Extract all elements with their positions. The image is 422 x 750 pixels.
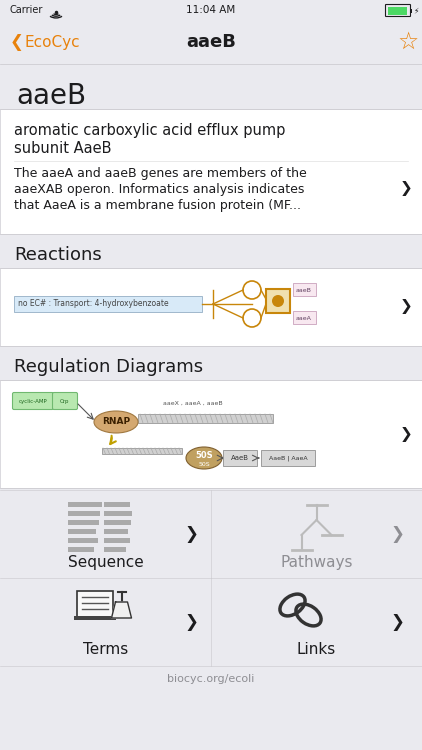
Text: aaeB: aaeB (186, 33, 236, 51)
FancyBboxPatch shape (68, 511, 100, 516)
Text: Sequence: Sequence (68, 554, 143, 569)
Text: ❯: ❯ (184, 613, 198, 631)
Text: ❯: ❯ (390, 613, 404, 631)
Text: Links: Links (297, 643, 336, 658)
FancyBboxPatch shape (103, 520, 130, 525)
FancyBboxPatch shape (138, 414, 273, 423)
FancyBboxPatch shape (292, 283, 316, 296)
Text: ❯: ❯ (399, 181, 412, 196)
Text: 50S: 50S (198, 461, 210, 466)
FancyBboxPatch shape (52, 392, 78, 410)
Circle shape (243, 281, 261, 299)
Text: aaeB: aaeB (16, 82, 86, 110)
Text: Reactions: Reactions (14, 246, 102, 264)
Text: aaeX , aaeA , aaeB: aaeX , aaeA , aaeB (163, 401, 223, 406)
Text: Regulation Diagrams: Regulation Diagrams (14, 358, 203, 376)
FancyBboxPatch shape (103, 529, 127, 534)
Text: ❯: ❯ (390, 525, 404, 543)
FancyBboxPatch shape (68, 520, 98, 525)
Text: ❯: ❯ (399, 299, 412, 314)
FancyBboxPatch shape (68, 502, 102, 507)
Text: aaeA: aaeA (296, 316, 312, 320)
FancyBboxPatch shape (103, 538, 130, 543)
Text: no EC# : Transport: 4-hydroxybenzoate: no EC# : Transport: 4-hydroxybenzoate (18, 299, 169, 308)
FancyBboxPatch shape (13, 392, 54, 410)
FancyBboxPatch shape (387, 7, 406, 14)
FancyBboxPatch shape (266, 289, 290, 313)
Text: aaeXAB operon. Informatics analysis indicates: aaeXAB operon. Informatics analysis indi… (14, 183, 304, 196)
Text: ❯: ❯ (184, 525, 198, 543)
Text: ❮: ❮ (10, 33, 24, 51)
Text: ⚡: ⚡ (414, 6, 419, 15)
FancyBboxPatch shape (261, 450, 315, 466)
FancyBboxPatch shape (292, 310, 316, 323)
Text: cyclic-AMP: cyclic-AMP (19, 400, 47, 404)
FancyBboxPatch shape (0, 380, 422, 488)
Polygon shape (111, 602, 132, 618)
Text: AaeB | AaeA: AaeB | AaeA (269, 455, 307, 460)
FancyBboxPatch shape (14, 296, 202, 312)
Text: aaeB: aaeB (296, 287, 312, 292)
Text: biocyc.org/ecoli: biocyc.org/ecoli (167, 674, 255, 684)
FancyBboxPatch shape (0, 0, 422, 20)
Ellipse shape (94, 411, 138, 433)
FancyBboxPatch shape (68, 538, 97, 543)
Text: subunit AaeB: subunit AaeB (14, 141, 111, 156)
FancyBboxPatch shape (103, 511, 132, 516)
Circle shape (272, 295, 284, 307)
Text: Pathways: Pathways (280, 554, 353, 569)
FancyBboxPatch shape (73, 616, 116, 620)
FancyBboxPatch shape (223, 450, 257, 466)
Text: ❯: ❯ (399, 427, 412, 442)
FancyBboxPatch shape (103, 547, 125, 552)
FancyBboxPatch shape (410, 8, 412, 13)
FancyBboxPatch shape (0, 109, 422, 234)
Text: Crp: Crp (60, 400, 70, 404)
Text: EcoCyc: EcoCyc (24, 34, 80, 50)
FancyBboxPatch shape (76, 591, 113, 617)
FancyBboxPatch shape (103, 502, 130, 507)
Text: aromatic carboxylic acid efflux pump: aromatic carboxylic acid efflux pump (14, 123, 285, 138)
FancyBboxPatch shape (68, 529, 95, 534)
Text: RNAP: RNAP (102, 418, 130, 427)
Text: 11:04 AM: 11:04 AM (187, 5, 235, 15)
Text: The aaeA and aaeB genes are members of the: The aaeA and aaeB genes are members of t… (14, 167, 307, 180)
Text: 50S: 50S (195, 452, 213, 460)
Text: Terms: Terms (83, 643, 128, 658)
Text: Carrier: Carrier (10, 5, 43, 15)
Text: ☆: ☆ (398, 30, 419, 54)
Text: AaeB: AaeB (231, 455, 249, 461)
Circle shape (243, 309, 261, 327)
FancyBboxPatch shape (68, 547, 94, 552)
FancyBboxPatch shape (0, 268, 422, 346)
Text: that AaeA is a membrane fusion protein (MF...: that AaeA is a membrane fusion protein (… (14, 199, 301, 212)
FancyBboxPatch shape (0, 20, 422, 64)
FancyBboxPatch shape (102, 448, 182, 454)
Ellipse shape (186, 447, 222, 469)
